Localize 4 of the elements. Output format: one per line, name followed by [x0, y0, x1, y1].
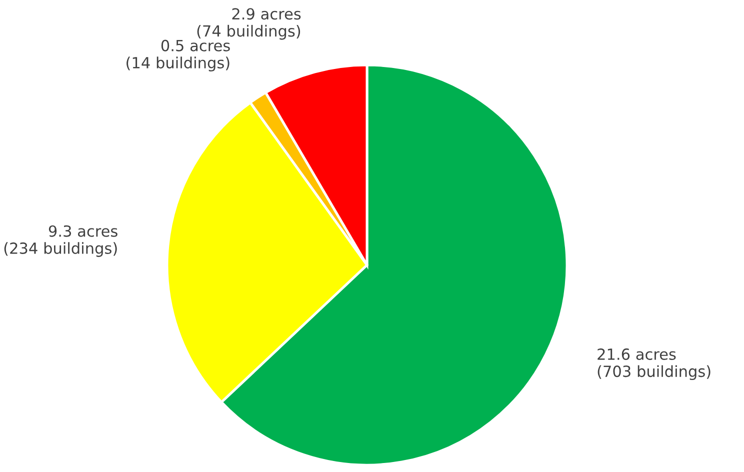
data-label: 21.6 acres (703 buildings): [598, 348, 710, 380]
data-label: 2.9 acres (74 buildings): [197, 8, 301, 40]
data-label: 9.3 acres (234 buildings): [4, 225, 118, 257]
data-label: 0.5 acres (14 buildings): [126, 40, 230, 72]
